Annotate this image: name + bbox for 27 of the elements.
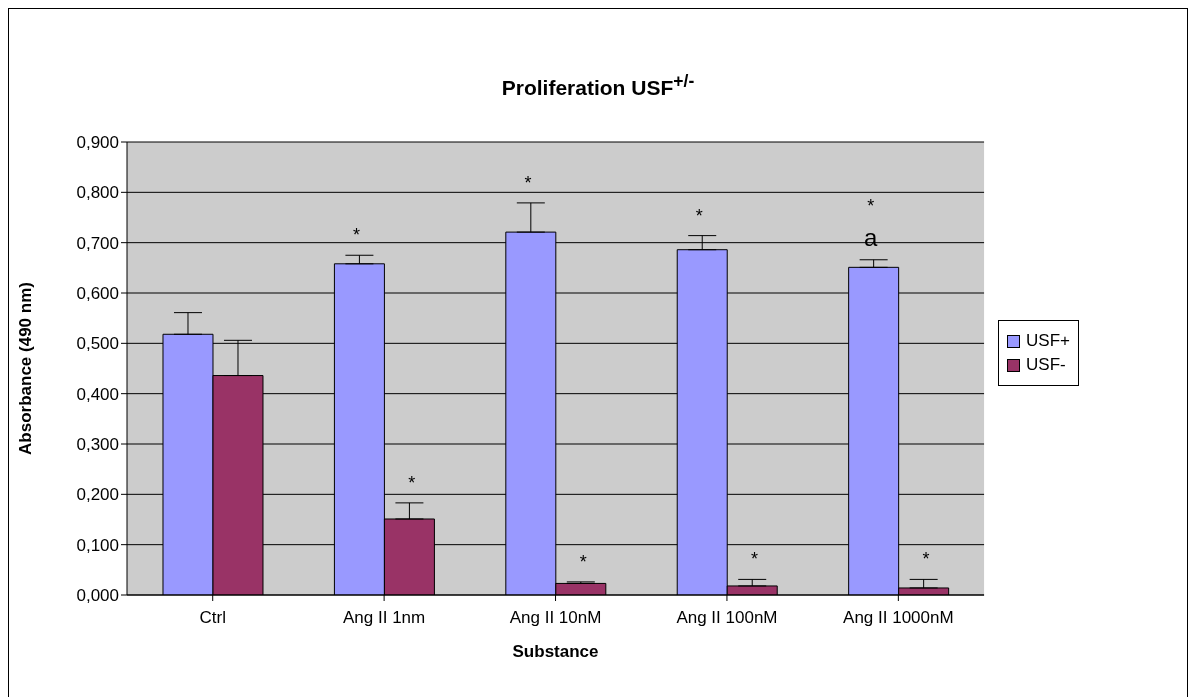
y-tick-label: 0,900 [76,133,119,153]
annotation: * [695,205,703,226]
y-tick-label: 0,700 [76,233,119,253]
y-tick-label: 0,100 [76,535,119,555]
y-tick-label: 0,400 [76,384,119,404]
y-axis-title: Absorbance (490 nm) [16,282,36,455]
annotation: * [922,549,930,570]
x-tick-label: Ang II 1000nM [843,608,954,628]
y-tick-label: 0,000 [76,586,119,606]
chart-title: Proliferation USF$^{+/-}$ [500,71,696,100]
y-tick-label: 0,600 [76,284,119,304]
y-tick-label: 0,300 [76,435,119,455]
x-tick-label: Ang II 100nM [676,608,778,628]
annotation: * [408,472,416,493]
y-tick-label: 0,200 [76,485,119,505]
x-tick-label: Ang II 1nm [343,608,426,628]
annotation: * [579,551,587,572]
x-tick-label: Ctrl [199,608,226,628]
legend-label: USF+ [1026,331,1070,351]
y-tick-label: 0,500 [76,334,119,354]
x-tick-label: Ang II 10nM [509,608,602,628]
x-axis-title: Substance [512,642,599,661]
annotation: * [524,172,532,193]
annotation: * [751,549,759,570]
annotation: * [353,225,361,246]
y-tick-label: 0,800 [76,183,119,203]
legend-label: USF- [1026,355,1066,375]
